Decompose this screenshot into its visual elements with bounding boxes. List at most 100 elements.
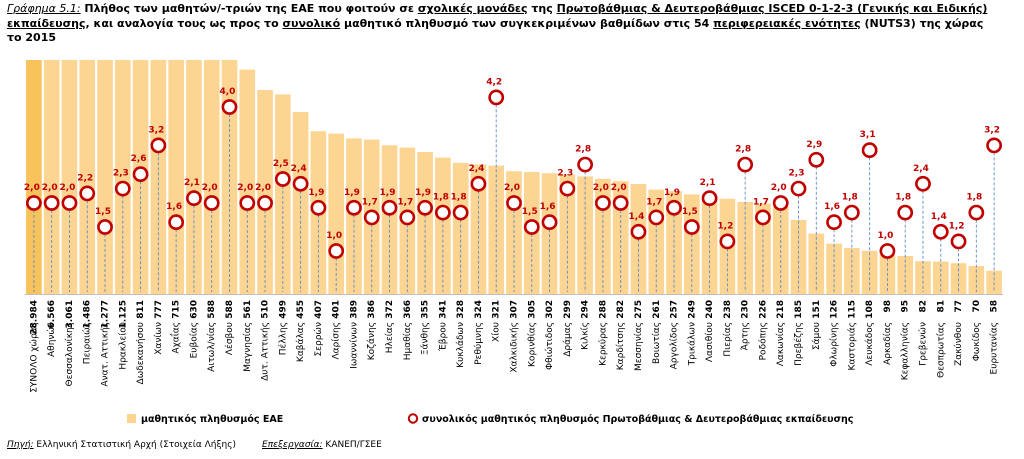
bar-value-label: 282	[616, 300, 626, 319]
category-tick-label: Αρκαδίας	[883, 322, 893, 365]
ratio-dot	[257, 195, 273, 211]
bar-value-label: 81	[936, 300, 946, 313]
ratio-value-label: 2,8	[735, 145, 751, 155]
category-tick-label: Ροδόπης	[757, 322, 768, 360]
bar-value-label: 257	[670, 300, 680, 319]
bar	[26, 60, 42, 294]
ratio-dot	[950, 233, 967, 250]
bar-value-label: 630	[189, 300, 199, 319]
ratio-dot	[79, 185, 96, 202]
ratio-value-label: 1,9	[380, 188, 396, 198]
ratio-value-label: 1,8	[895, 193, 911, 203]
bar-value-label: 811	[136, 300, 146, 319]
ratio-value-label: 1,7	[362, 197, 378, 207]
ratio-value-label: 1,5	[682, 207, 698, 217]
bar-value-label: 70	[972, 300, 982, 313]
ratio-value-label: 2,0	[593, 183, 609, 193]
title-underlined-1: σχολικές μονάδες	[417, 2, 528, 15]
ratio-value-label: 2,4	[291, 164, 307, 174]
ratio-dot	[221, 99, 238, 115]
ratio-value-label: 2,8	[575, 145, 591, 155]
ratio-dot	[381, 199, 398, 216]
bar-value-label: 95	[901, 300, 911, 313]
ratio-value-label: 1,8	[433, 193, 449, 203]
bar-value-label: 151	[812, 300, 822, 319]
ratio-dot	[612, 195, 629, 211]
bar	[239, 69, 256, 294]
bar-value-label: 108	[865, 300, 875, 319]
bar-value-label: 115	[847, 300, 857, 319]
bar-value-label: 28.984	[29, 300, 39, 335]
category-tick-label: Πρεβέζης	[793, 322, 804, 366]
category-tick-label: Δυτ. Αττικής	[261, 322, 271, 381]
bar	[559, 174, 576, 294]
category-tick-label: Δωδεκανήσου	[136, 322, 146, 384]
ratio-dot	[861, 142, 878, 159]
category-tick-label: Κεφαλληνίας	[901, 322, 911, 380]
category-tick-label: Φωκίδος	[972, 322, 982, 361]
category-tick-label: Έβρου	[438, 322, 448, 352]
ratio-value-label: 1,9	[344, 188, 360, 198]
bar-value-label: 455	[296, 300, 306, 319]
ratio-dot	[719, 233, 736, 250]
ratio-dot	[328, 243, 345, 259]
bar-value-label: 1.125	[118, 300, 128, 328]
category-tick-label: Φλωρίνης	[830, 322, 840, 367]
bar-value-label: 307	[510, 300, 520, 319]
bar	[186, 60, 202, 294]
ratio-value-label: 3,1	[860, 130, 876, 140]
ratio-value-label: 1,8	[842, 193, 858, 203]
bar-value-label: 288	[598, 300, 608, 319]
ratio-value-label: 2,4	[468, 164, 484, 174]
category-tick-label: Σερρών	[313, 322, 324, 357]
ratio-dot	[701, 190, 718, 207]
category-tick-label: Χίου	[492, 322, 502, 342]
source-text: Ελληνική Στατιστική Αρχή (Στοιχεία Λήξης…	[33, 440, 237, 450]
ratio-value-label: 1,6	[166, 202, 182, 212]
ratio-value-label: 4,2	[486, 77, 502, 87]
bar-value-label: 401	[332, 300, 342, 319]
bar-value-label: 261	[652, 300, 662, 319]
category-tick-label: Φθιώτιδος	[544, 322, 555, 370]
ratio-dot	[683, 219, 700, 235]
bar	[61, 60, 78, 294]
category-tick-label: Χανίων	[154, 322, 164, 355]
ratio-dot	[239, 195, 256, 211]
category-tick-label: Αχαΐας	[170, 322, 182, 354]
title-underlined-4: περιφερειακές ενότητες	[713, 16, 861, 30]
ratio-value-label: 2,0	[237, 183, 253, 193]
category-tick-label: Ιωαννίνων	[349, 322, 359, 369]
ratio-value-label: 1,8	[966, 193, 982, 203]
ratio-dot	[132, 166, 149, 183]
ratio-dot	[826, 214, 842, 231]
category-tick-label: ΣΥΝΟΛΟ χώρας	[28, 322, 39, 393]
ratio-value-label: 1,9	[415, 188, 431, 198]
ratio-dot	[399, 209, 416, 226]
category-tick-label: Ρεθύμνης	[473, 322, 484, 365]
category-tick-label: Κιλκίς	[581, 322, 591, 350]
bar	[417, 152, 433, 294]
ratio-value-label: 1,0	[326, 231, 342, 241]
ratio-value-label: 2,9	[806, 140, 822, 150]
ratio-dot	[310, 199, 327, 216]
bar-value-label: 249	[687, 300, 697, 319]
bar	[97, 60, 113, 294]
bar-value-label: 185	[794, 300, 804, 319]
chart-footer: Πηγή: Ελληνική Στατιστική Αρχή (Στοιχεία…	[7, 440, 382, 450]
ratio-value-label: 1,7	[397, 197, 413, 207]
bar	[541, 173, 558, 294]
category-tick-label: Θεσπρωτίας	[936, 322, 946, 378]
category-tick-label: Χαλκιδικής	[510, 322, 520, 373]
ratio-dot	[434, 204, 451, 221]
bar	[150, 60, 167, 294]
bar-value-label: 98	[883, 300, 893, 313]
ratio-dot	[452, 204, 469, 221]
bar	[381, 145, 398, 294]
ratio-value-label: 2,0	[611, 183, 627, 193]
ratio-value-label: 2,0	[771, 183, 787, 193]
ratio-value-label: 2,0	[255, 183, 271, 193]
ratio-dot	[363, 209, 380, 226]
legend-dot-label: συνολικός μαθητικός πληθυσμός Πρωτοβάθμι…	[422, 414, 853, 425]
bar-value-label: 561	[243, 300, 253, 319]
